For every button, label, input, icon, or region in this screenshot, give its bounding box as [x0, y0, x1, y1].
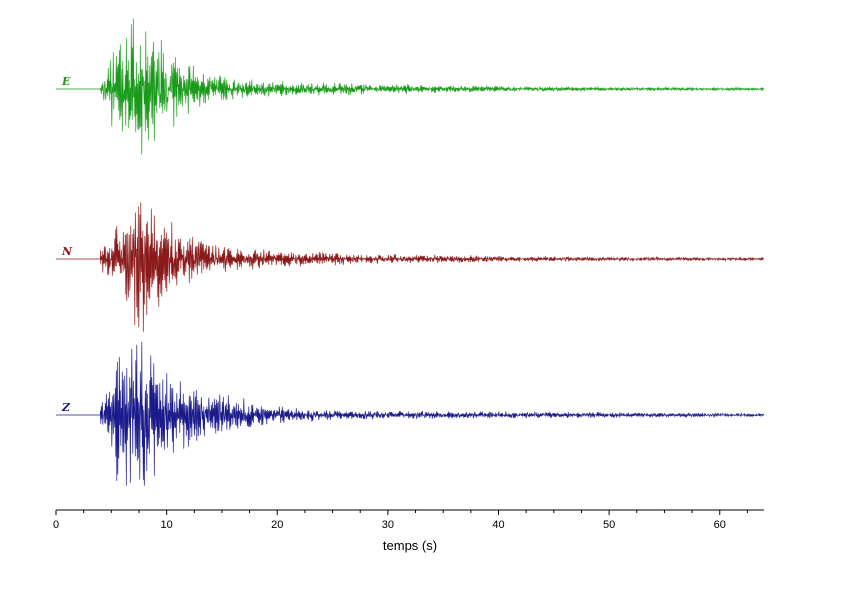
traces-group: E N Z	[56, 18, 765, 486]
x-tick-label: 10	[161, 519, 173, 531]
trace-n-label: N	[61, 245, 73, 258]
trace-z-label: Z	[61, 401, 71, 414]
x-tick-label: 50	[603, 519, 615, 531]
x-tick-label: 20	[271, 519, 283, 531]
trace-n-line	[56, 202, 764, 332]
x-tick-label: 60	[714, 519, 726, 531]
x-axis-title: temps (s)	[383, 538, 437, 553]
x-tick-label: 0	[53, 519, 59, 531]
x-axis: 0 10 20 30 40 50 60	[53, 509, 764, 531]
trace-e-label: E	[61, 75, 71, 88]
x-tick-label: 30	[382, 519, 394, 531]
trace-e-line	[56, 18, 765, 155]
trace-z-line	[56, 341, 765, 486]
x-tick-label: 40	[492, 519, 504, 531]
